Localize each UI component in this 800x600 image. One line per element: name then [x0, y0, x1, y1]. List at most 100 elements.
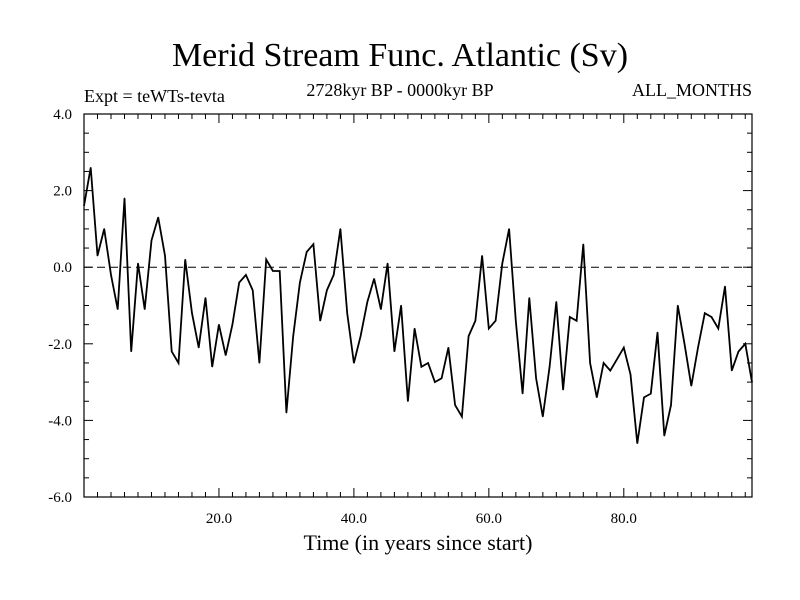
data-point [602, 362, 605, 364]
y-tick-label: -4.0 [48, 413, 72, 429]
data-point [697, 347, 699, 349]
data-point [231, 324, 234, 326]
data-point [731, 370, 733, 372]
y-tick-label: 2.0 [53, 184, 72, 200]
data-point [218, 324, 220, 326]
data-point [225, 354, 227, 356]
data-point [623, 347, 625, 349]
data-point [326, 289, 328, 291]
data-point [515, 320, 517, 322]
data-point [177, 362, 180, 364]
data-point [582, 243, 584, 245]
data-point [319, 320, 321, 322]
ticks-layer: -6.0 -4.0 -2.0 0.0 2.0 4.0 20.0 40.0 60.0 80.0 [48, 107, 752, 527]
data-point [420, 366, 422, 368]
data-point [90, 167, 92, 169]
series-line [83, 167, 753, 444]
data-point [96, 255, 99, 257]
data-point [609, 370, 611, 372]
data-point [360, 335, 362, 337]
chart-title: Merid Stream Func. Atlantic (Sv) [171, 37, 629, 74]
data-point [211, 366, 213, 368]
data-point [245, 274, 247, 276]
data-point [542, 415, 544, 418]
data-point [346, 312, 348, 314]
data-point [461, 415, 463, 418]
data-point [724, 285, 726, 287]
data-point [441, 377, 443, 379]
data-point [596, 396, 598, 399]
data-point [548, 366, 551, 368]
data-point [521, 392, 524, 395]
data-point [575, 320, 578, 322]
data-point [670, 404, 672, 406]
data-point [717, 327, 719, 330]
data-point [150, 239, 153, 241]
data-point [468, 335, 470, 337]
y-tick-label: -2.0 [48, 337, 72, 353]
x-tick-label: 80.0 [611, 511, 637, 527]
data-point [447, 347, 449, 349]
x-tick-label: 20.0 [206, 511, 232, 527]
data-point [373, 278, 375, 280]
y-tick-label: -6.0 [48, 490, 72, 506]
series-layer [83, 167, 753, 444]
data-point [299, 281, 301, 284]
data-point [407, 400, 409, 402]
data-point [258, 362, 261, 364]
data-point [164, 255, 166, 257]
data-point [744, 343, 746, 345]
data-point [677, 304, 679, 307]
data-point [474, 320, 476, 322]
data-point [312, 243, 315, 245]
data-point [144, 308, 146, 310]
months-label: ALL_MONTHS [632, 80, 752, 100]
data-point [184, 258, 186, 261]
data-point [535, 377, 537, 379]
data-point [198, 347, 200, 349]
data-point [562, 389, 564, 391]
data-point [663, 435, 665, 437]
data-point [737, 350, 740, 353]
data-point [265, 258, 267, 261]
data-point [589, 362, 591, 364]
x-tick-label: 60.0 [476, 511, 502, 527]
data-point [117, 308, 119, 310]
data-point [393, 350, 395, 353]
data-point [454, 404, 456, 406]
data-point [191, 312, 193, 314]
time-range-label: 2728kyr BP - 0000kyr BP [306, 80, 494, 100]
data-point [137, 262, 139, 264]
data-point [636, 442, 638, 444]
data-point [643, 396, 645, 399]
data-point [103, 228, 105, 230]
data-point [272, 270, 274, 272]
plot-frame [83, 113, 753, 498]
data-point [123, 197, 126, 199]
data-point [650, 392, 652, 395]
data-point [629, 373, 632, 376]
data-point [204, 297, 207, 299]
data-point [306, 251, 308, 253]
data-point [569, 316, 571, 318]
data-point [400, 304, 402, 307]
y-tick-label: 4.0 [53, 107, 72, 123]
data-point [238, 281, 240, 284]
data-point [494, 320, 497, 322]
data-point [110, 274, 112, 276]
data-point [710, 316, 713, 318]
data-point [501, 262, 503, 264]
data-point [366, 301, 368, 303]
data-point [387, 262, 389, 264]
data-point [414, 327, 416, 330]
data-point [285, 412, 288, 414]
data-point [434, 381, 436, 383]
data-point [690, 385, 692, 387]
x-axis-label: Time (in years since start) [304, 530, 533, 555]
data-point [292, 335, 294, 337]
data-point [279, 270, 281, 272]
data-point [353, 362, 355, 364]
y-tick-label: 0.0 [53, 260, 72, 276]
experiment-label: Expt = teWTs-tevta [84, 86, 225, 106]
